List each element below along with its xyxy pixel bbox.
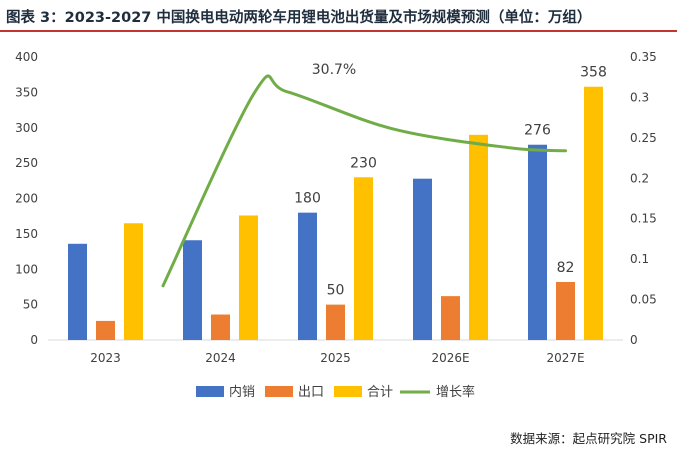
x-tick-label: 2026E (431, 351, 469, 365)
bar-inner-sales (528, 144, 547, 340)
data-label: 50 (327, 283, 345, 299)
data-label: 230 (350, 155, 377, 171)
y2-tick-label: 0.2 (630, 171, 649, 185)
bar-inner-sales (68, 243, 87, 340)
bar-total (124, 223, 143, 340)
y-tick-label: 350 (15, 85, 38, 99)
y-tick-label: 200 (15, 192, 38, 206)
bar-export (326, 304, 345, 340)
bar-total (354, 177, 373, 340)
chart: 0 50 100 150 200 250 300 350 400 0 0.05 0.1 0.15 0.2 0… (15, 50, 657, 400)
legend-growth-label: 增长率 (436, 384, 475, 400)
x-tick-label: 2023 (90, 351, 121, 365)
y-tick-label: 400 (15, 50, 38, 64)
source-note: 数据来源：起点研究院 SPIR (510, 431, 667, 446)
bar-total (469, 134, 488, 340)
bar-inner-sales (413, 178, 432, 340)
data-label: 358 (580, 65, 607, 81)
y2-tick-label: 0.05 (630, 293, 657, 307)
legend-total-swatch (334, 386, 362, 397)
y2-tick-label: 0.3 (630, 90, 649, 104)
bar-inner-sales (183, 240, 202, 340)
growth-annotation: 30.7% (312, 62, 356, 78)
y-tick-label: 150 (15, 227, 38, 241)
bar-export (556, 281, 575, 340)
y-tick-label: 250 (15, 156, 38, 170)
legend-export-label: 出口 (298, 385, 324, 400)
bar-total (239, 215, 258, 340)
bar-inner-sales (298, 212, 317, 340)
bar-export (211, 314, 230, 340)
growth-line (161, 74, 567, 288)
y2-tick-label: 0.25 (630, 131, 657, 145)
bar-export (96, 320, 115, 340)
y-tick-label: 50 (23, 298, 38, 312)
y2-tick-label: 0.15 (630, 212, 657, 226)
data-label: 180 (294, 191, 321, 207)
bar-export (441, 296, 460, 340)
x-tick-label: 2025 (320, 351, 351, 365)
x-tick-label: 2027E (546, 351, 584, 365)
x-tick-label: 2024 (205, 351, 236, 365)
y-tick-label: 300 (15, 121, 38, 135)
data-label: 276 (524, 123, 551, 139)
legend-export-swatch (265, 386, 293, 397)
data-label: 82 (557, 260, 575, 276)
y-tick-label: 100 (15, 262, 38, 276)
y2-tick-label: 0.1 (630, 252, 649, 266)
bar-total (584, 86, 603, 340)
y2-tick-label: 0.35 (630, 50, 657, 64)
legend-inner-sales-label: 内销 (229, 384, 255, 400)
title-bar: 图表 3：2023-2027 中国换电电动两轮车用锂电池出货量及市场规模预测（单… (0, 0, 677, 32)
y-tick-label: 0 (30, 333, 38, 347)
legend-inner-sales-swatch (196, 386, 224, 397)
page-title: 图表 3：2023-2027 中国换电电动两轮车用锂电池出货量及市场规模预测（单… (6, 10, 592, 26)
y2-tick-label: 0 (630, 333, 638, 347)
legend-total-label: 合计 (367, 385, 393, 400)
